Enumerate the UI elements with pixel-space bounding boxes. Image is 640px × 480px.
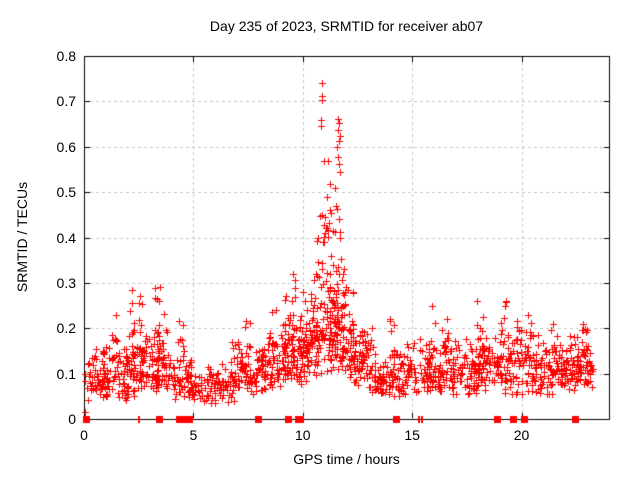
x-tick-label: 20 <box>513 427 530 443</box>
y-tick-label: 0.8 <box>56 48 76 64</box>
y-tick-label: 0.3 <box>56 274 76 291</box>
y-tick-label: 0.2 <box>56 320 76 337</box>
y-tick-label: 0.6 <box>56 138 76 155</box>
y-tick-label: 0 <box>68 411 76 427</box>
x-axis-label: GPS time / hours <box>293 451 400 467</box>
x-tick-label: 0 <box>80 427 88 443</box>
y-tick-label: 0.4 <box>56 229 76 246</box>
x-tick-label: 10 <box>294 427 311 443</box>
chart-title: Day 235 of 2023, SRMTID for receiver ab0… <box>209 18 484 34</box>
y-tick-label: 0.5 <box>56 184 76 201</box>
y-tick-label: 0.7 <box>56 93 76 110</box>
x-tick-label: 5 <box>189 427 198 443</box>
x-tick-label: 15 <box>404 427 420 443</box>
y-tick-label: 0.1 <box>56 365 76 382</box>
